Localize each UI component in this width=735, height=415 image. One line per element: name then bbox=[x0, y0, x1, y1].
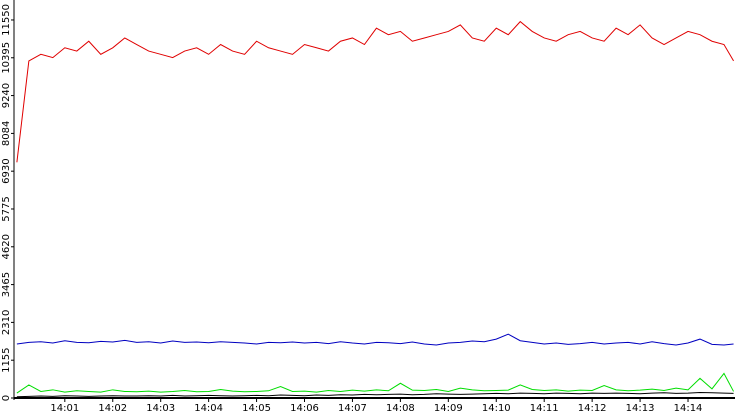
x-tick-label: 14:04 bbox=[194, 403, 223, 414]
x-tick-label: 14:05 bbox=[242, 403, 271, 414]
x-tick-label: 14:03 bbox=[146, 403, 175, 414]
y-tick-label: 6930 bbox=[1, 158, 12, 183]
y-tick-label: 0 bbox=[1, 395, 12, 401]
x-tick-label: 14:01 bbox=[50, 403, 79, 414]
series-line bbox=[16, 372, 735, 394]
y-tick-label: 3465 bbox=[1, 272, 12, 297]
x-tick-label: 14:09 bbox=[434, 403, 463, 414]
x-tick-label: 14:14 bbox=[674, 403, 703, 414]
x-tick-label: 14:02 bbox=[98, 403, 127, 414]
x-tick-label: 14:12 bbox=[578, 403, 607, 414]
x-tick-label: 14:08 bbox=[386, 403, 415, 414]
series-line bbox=[16, 391, 734, 398]
y-tick-label: 9240 bbox=[1, 83, 12, 108]
y-tick-label: 2310 bbox=[1, 310, 12, 335]
y-tick-label: 4620 bbox=[1, 234, 12, 259]
x-tick-label: 14:10 bbox=[482, 403, 511, 414]
x-tick-label: 14:07 bbox=[338, 403, 367, 414]
y-tick-label: 5775 bbox=[1, 196, 12, 221]
x-tick-label: 14:11 bbox=[530, 403, 559, 414]
series-line bbox=[16, 333, 734, 346]
y-tick-label: 8084 bbox=[1, 121, 12, 146]
series-line bbox=[16, 20, 734, 163]
y-tick-label: 1155 bbox=[1, 347, 12, 372]
y-tick-label: 11550 bbox=[1, 4, 12, 36]
x-tick-label: 14:06 bbox=[290, 403, 319, 414]
y-tick-label: 10395 bbox=[1, 42, 12, 74]
x-tick-label: 14:13 bbox=[626, 403, 655, 414]
